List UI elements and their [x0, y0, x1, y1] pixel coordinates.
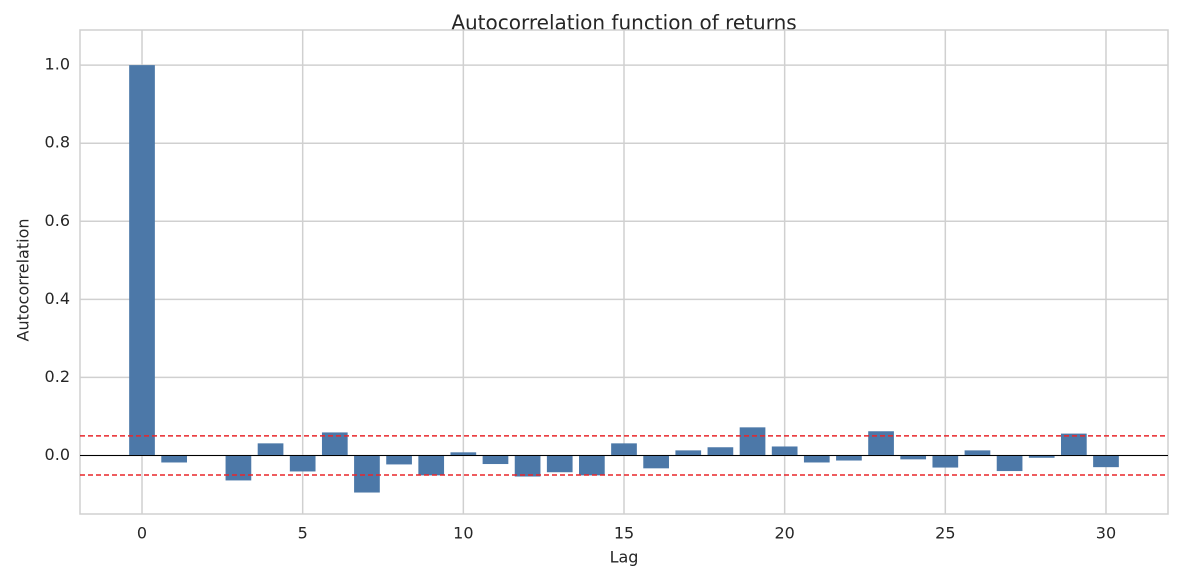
x-tick-label: 15 — [614, 524, 634, 543]
x-tick-label: 30 — [1096, 524, 1116, 543]
y-tick-label: 0.0 — [45, 445, 70, 464]
y-axis-label: Autocorrelation — [14, 219, 33, 342]
x-tick-label: 20 — [774, 524, 794, 543]
bar — [611, 443, 637, 456]
bar — [386, 455, 412, 465]
x-tick-label: 5 — [298, 524, 308, 543]
bar — [482, 455, 509, 465]
y-tick-label: 0.8 — [45, 133, 70, 152]
bar — [771, 446, 798, 456]
bar — [257, 443, 284, 456]
plot-frame — [79, 29, 1169, 515]
bar — [1028, 455, 1055, 458]
x-tick-label: 25 — [935, 524, 955, 543]
bar — [707, 447, 734, 456]
bar — [161, 455, 188, 463]
x-axis-label: Lag — [610, 548, 639, 567]
y-tick-label: 0.4 — [45, 289, 70, 308]
bar — [418, 455, 445, 476]
y-tick-label: 0.6 — [45, 211, 70, 230]
bar — [514, 455, 541, 477]
x-tick-label: 0 — [137, 524, 147, 543]
bar — [225, 455, 252, 481]
bar — [321, 432, 348, 456]
bar — [900, 455, 927, 460]
bar — [996, 455, 1023, 472]
bar — [1060, 433, 1087, 456]
x-tick-label: 10 — [453, 524, 473, 543]
bar — [546, 455, 573, 473]
bar — [1093, 455, 1119, 468]
bar — [289, 455, 316, 472]
y-tick-label: 1.0 — [45, 55, 70, 74]
bar — [932, 455, 959, 468]
bar — [643, 455, 669, 469]
bar — [354, 455, 380, 493]
bar — [450, 452, 477, 456]
bar — [868, 431, 894, 456]
bar — [803, 455, 830, 463]
y-tick-label: 0.2 — [45, 367, 70, 386]
bar — [579, 455, 605, 476]
bar — [739, 427, 766, 456]
bar — [964, 450, 991, 456]
bar — [836, 455, 862, 461]
bar — [675, 450, 702, 456]
bar — [129, 65, 155, 456]
